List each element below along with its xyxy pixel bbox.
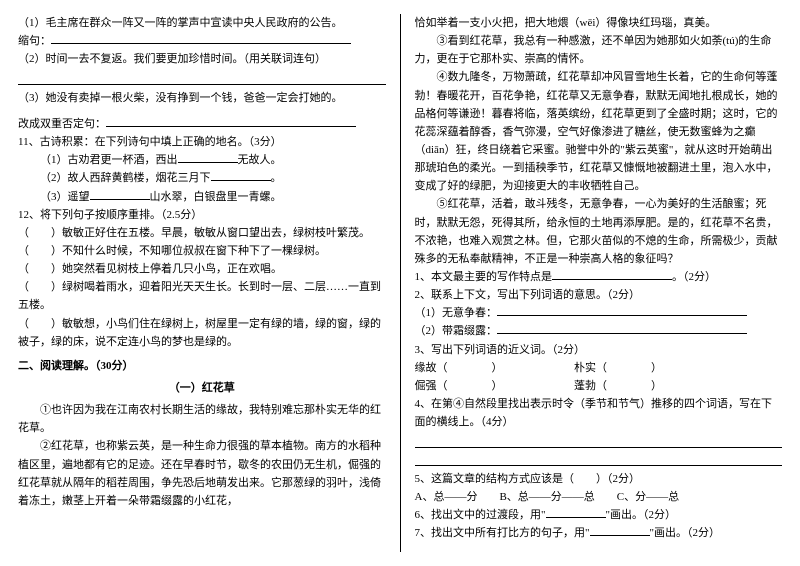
- para3: ③看到红花草，我总有一种感激，还不单因为她那如火如荼(tú)的生命力，更在于它那…: [415, 32, 783, 68]
- column-divider: [400, 14, 401, 552]
- q11-2-blank: [211, 172, 271, 182]
- rq5b: B、总——分——总: [499, 491, 594, 503]
- para2b: 恰如举着一支小火把，把大地煨（wēi）得像块红玛瑙，真美。: [415, 14, 783, 32]
- q11-1a: （1）古劝君更一杯酒，西出: [40, 154, 178, 166]
- rq5: 5、这篇文章的结构方式应该是（ ）（2分）: [415, 470, 783, 488]
- para4: ④数九隆冬，万物萧疏，红花草却冲风冒雪地生长着，它的生命何等蓬勃！春暖花开，百花…: [415, 68, 783, 195]
- q2-blank: [18, 70, 386, 84]
- q3b-blank: [106, 117, 356, 127]
- rq6b: "画出。（2分）: [606, 509, 677, 521]
- para2: ②红花草，也称紫云英，是一种生命力很强的草本植物。南方的水稻种植区里，遍地都有它…: [18, 437, 386, 510]
- left-column: （1）毛主席在群众一阵又一阵的掌声中宣读中央人民政府的公告。 缩句： （2）时间…: [18, 14, 386, 552]
- para5: ⑤红花草，活着，敢斗残冬，无意争春，一心为美好的生活酿蜜；死时，默默无怨，死得其…: [415, 195, 783, 268]
- q1: （1）毛主席在群众一阵又一阵的掌声中宣读中央人民政府的公告。: [18, 14, 386, 32]
- rq2: 2、联系上下文，写出下列词语的意思。（2分）: [415, 286, 783, 304]
- rq2-1: （1）无意争春：: [415, 307, 498, 319]
- rq5c: C、分——总: [617, 491, 679, 503]
- section2-title: 二、阅读理解。（30分）: [18, 357, 386, 375]
- q12-5: （ ）敏敏想，小鸟们住在绿树上，树屋里一定有绿的墙，绿的窗，绿的被子，绿的床，说…: [18, 315, 386, 351]
- para1: ①也许因为我在江南农村长期生活的缘故，我特别难忘那朴实无华的红花草。: [18, 401, 386, 437]
- rq3b: 朴实（ ）: [574, 362, 662, 374]
- rq4: 4、在第④自然段里找出表示时令（季节和节气）推移的四个词语，写在下面的横线上。（…: [415, 395, 783, 431]
- rq1-blank: [552, 270, 672, 280]
- rq1: 1、本文最主要的写作特点是: [415, 271, 553, 283]
- rq2-2-blank: [497, 325, 747, 335]
- rq1b: 。（2分）: [672, 271, 716, 283]
- q11-1-blank: [178, 153, 238, 163]
- q11-2a: （2）故人西辞黄鹤楼，烟花三月下: [40, 172, 211, 184]
- rq3a: 缘故（ ）: [415, 362, 498, 374]
- q12-4: （ ）绿树喝着雨水，迎着阳光天天生长。长到时一层、二层……一直到五楼。: [18, 278, 386, 314]
- rq7-blank: [590, 526, 650, 536]
- passage1-title: （一）红花草: [18, 379, 386, 397]
- q11-3-blank: [90, 190, 150, 200]
- rq6: 6、找出文中的过渡段，用": [415, 509, 546, 521]
- q12: 12、将下列句子按顺序重排。（2.5分）: [18, 206, 386, 224]
- rq7b: "画出。（2分）: [650, 527, 721, 539]
- q3-spacer: [18, 109, 386, 111]
- rq7: 7、找出文中所有打比方的句子，用": [415, 527, 590, 539]
- rq4-blank1: [415, 433, 783, 447]
- q11-3a: （3）遥望: [40, 191, 90, 203]
- rq5a: A、总——分: [415, 491, 478, 503]
- rq3: 3、写出下列词语的近义词。（2分）: [415, 341, 783, 359]
- q11: 11、古诗积累：在下列诗句中填上正确的地名。（3分）: [18, 133, 386, 151]
- right-column: 恰如举着一支小火把，把大地煨（wēi）得像块红玛瑙，真美。 ③看到红花草，我总有…: [415, 14, 783, 552]
- q1-blank: [51, 34, 351, 44]
- q11-3b: 山水翠，白银盘里一青螺。: [150, 191, 282, 203]
- rq2-2: （2）带霜缀露：: [415, 325, 498, 337]
- q3: （3）她没有卖掉一根火柴，没有挣到一个钱，爸爸一定会打她的。: [18, 89, 386, 107]
- q11-2b: 。: [271, 172, 282, 184]
- rq4-blank2: [415, 452, 783, 466]
- q12-2: （ ）不知什么时候，不知哪位叔叔在窗下种下了一棵绿树。: [18, 242, 386, 260]
- rq6-blank: [546, 508, 606, 518]
- q1b-label: 缩句：: [18, 35, 51, 47]
- rq2-1-blank: [497, 306, 747, 316]
- q11-1b: 无故人。: [238, 154, 282, 166]
- q2: （2）时间一去不复返。我们要更加珍惜时间。（用关联词连句）: [18, 50, 386, 68]
- q3b-label: 改成双重否定句：: [18, 118, 106, 130]
- q12-1: （ ）敏敏正好住在五楼。早晨，敏敏从窗口望出去，绿树枝叶繁茂。: [18, 224, 386, 242]
- rq3d: 蓬勃（ ）: [574, 380, 662, 392]
- q12-3: （ ）她突然看见树枝上停着几只小鸟，正在欢唱。: [18, 260, 386, 278]
- rq3c: 倔强（ ）: [415, 380, 498, 392]
